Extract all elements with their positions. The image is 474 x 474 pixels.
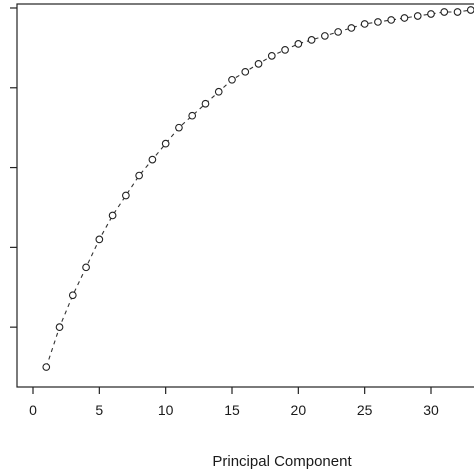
data-point — [228, 75, 236, 84]
data-point — [122, 191, 130, 200]
data-point — [188, 111, 197, 120]
data-point — [241, 67, 250, 76]
data-point — [201, 99, 210, 108]
y-axis — [10, 7, 17, 328]
x-tick-label: 15 — [224, 402, 240, 418]
x-tick-label: 0 — [29, 402, 37, 418]
data-point — [321, 32, 329, 40]
data-point — [466, 6, 474, 14]
x-tick-label: 20 — [291, 402, 307, 418]
data-point — [148, 155, 157, 164]
data-point — [334, 28, 342, 36]
data-point — [95, 235, 104, 244]
plot-frame — [16, 3, 474, 388]
data-point — [214, 87, 223, 96]
data-point — [267, 52, 276, 60]
data-point — [413, 12, 422, 20]
data-point — [281, 46, 289, 54]
data-point — [374, 18, 382, 26]
data-point — [387, 16, 396, 24]
data-point — [42, 363, 51, 371]
data-point — [307, 36, 316, 44]
x-axis: 0 5 10 15 20 25 30 — [29, 387, 439, 418]
x-tick-label: 10 — [158, 402, 174, 418]
data-point — [161, 139, 170, 148]
data-point — [108, 211, 117, 220]
data-point — [440, 8, 449, 16]
data-point — [82, 263, 90, 272]
data-point — [360, 20, 369, 28]
data-point — [453, 8, 462, 16]
data-point — [427, 10, 435, 18]
data-point — [400, 14, 409, 22]
data-point — [55, 323, 64, 332]
data-point — [68, 291, 77, 300]
x-tick-label: 30 — [423, 402, 439, 418]
data-point — [135, 171, 143, 180]
series-points — [42, 6, 474, 371]
x-axis-title: Principal Component — [212, 453, 352, 470]
data-point — [294, 40, 303, 48]
x-tick-label: 5 — [95, 402, 103, 418]
data-point — [347, 24, 356, 32]
x-tick-label: 25 — [357, 402, 373, 418]
data-point — [254, 59, 263, 68]
data-point — [175, 123, 183, 132]
